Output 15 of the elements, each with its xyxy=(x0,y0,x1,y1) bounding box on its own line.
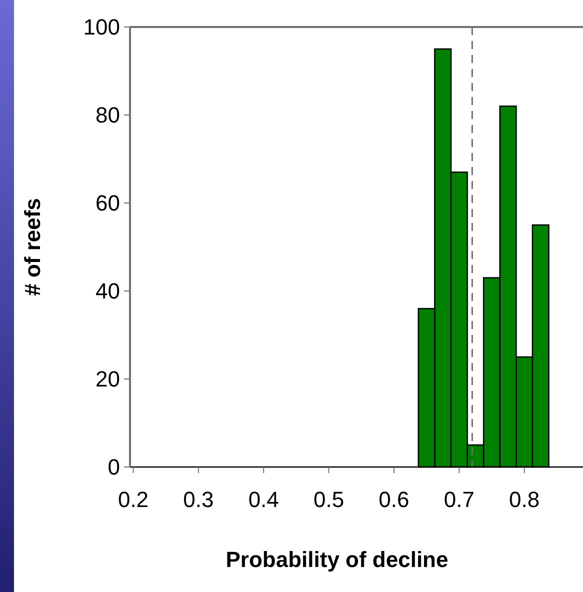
y-tick-label: 20 xyxy=(96,366,120,392)
x-tick-label: 0.6 xyxy=(378,487,410,512)
x-tick-label: 0.2 xyxy=(118,487,149,512)
x-axis-title: Probability of decline xyxy=(226,547,448,572)
y-tick-label: 60 xyxy=(96,190,120,216)
x-tick-label: 0.3 xyxy=(183,487,214,512)
y-tick-label: 0 xyxy=(108,454,120,480)
y-tick-label: 100 xyxy=(83,14,120,40)
y-tick-label: 80 xyxy=(96,102,120,128)
y-tick-label: 40 xyxy=(96,278,120,304)
x-tick-label: 0.5 xyxy=(314,487,344,512)
y-axis-title: # of reefs xyxy=(20,198,45,296)
x-tick-label: 0.4 xyxy=(248,487,279,512)
x-tick-label: 0.8 xyxy=(509,487,540,512)
x-tick-label: 0.7 xyxy=(444,487,474,512)
